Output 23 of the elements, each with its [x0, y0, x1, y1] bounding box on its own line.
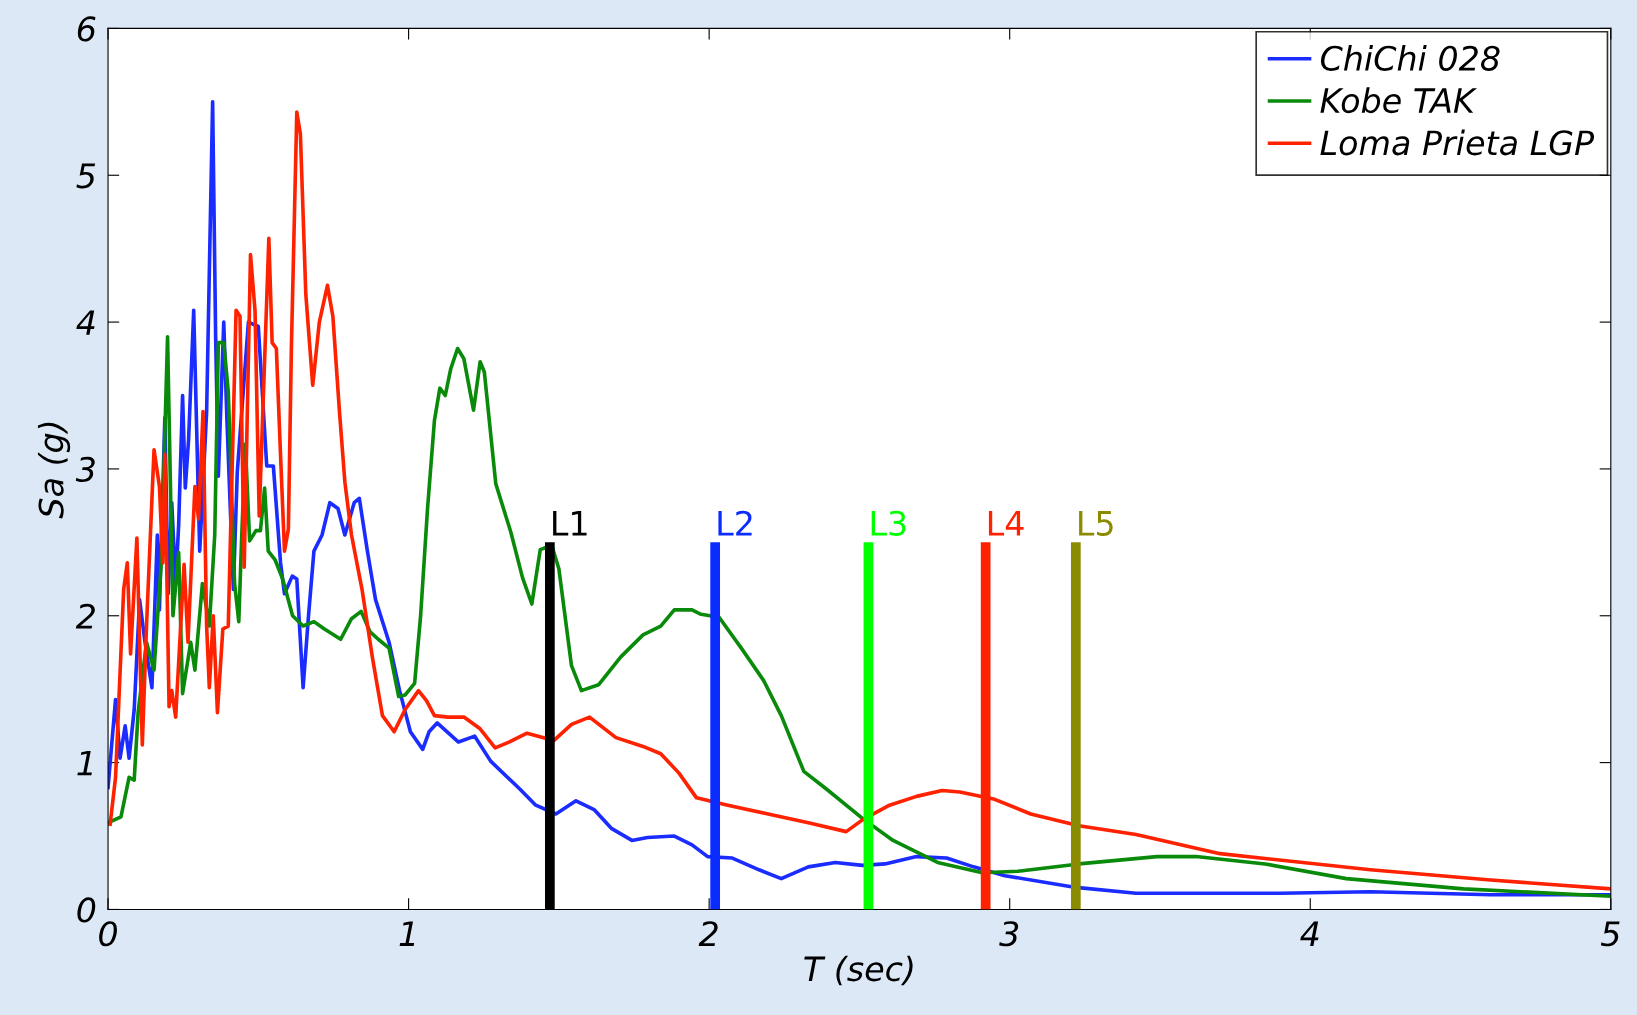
x-tick-label: 0	[99, 921, 117, 947]
legend-label: ChiChi 028	[1320, 45, 1500, 71]
series-label: L5	[1079, 511, 1113, 536]
y-axis-title: Sa (g)	[37, 422, 71, 519]
y-tick-label: 1	[77, 750, 92, 776]
y-tick-label: 3	[75, 456, 95, 483]
x-axis-title: T (sec)	[804, 955, 913, 986]
series-label: L2	[718, 510, 752, 536]
legend-label: Kobe TAK	[1320, 87, 1478, 114]
y-tick-label: 6	[77, 16, 96, 42]
x-tick-label: 2	[698, 921, 718, 946]
series-label: L4	[988, 511, 1024, 536]
x-tick-label: 3	[999, 921, 1019, 947]
y-tick-label: 2	[75, 603, 95, 629]
x-tick-label: 4	[1300, 921, 1319, 946]
series-label: L1	[553, 511, 587, 536]
legend-label: Loma Prieta LGP	[1320, 129, 1595, 156]
y-tick-label: 5	[76, 163, 96, 189]
series-label: L3	[871, 510, 906, 536]
x-tick-label: 5	[1600, 921, 1620, 947]
y-tick-label: 0	[77, 897, 96, 923]
x-tick-label: 1	[399, 921, 415, 946]
y-tick-label: 4	[76, 310, 95, 335]
